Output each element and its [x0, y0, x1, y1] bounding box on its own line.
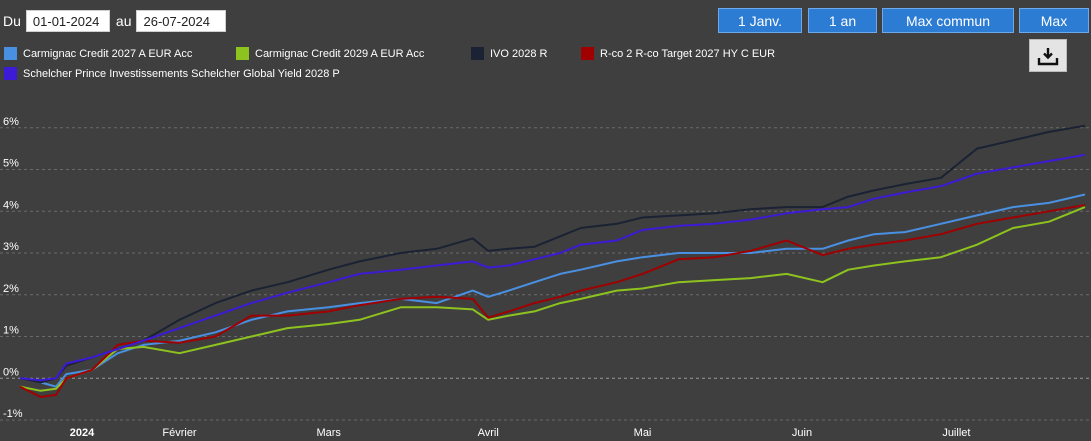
range-button-1-janv[interactable]: 1 Janv.	[718, 8, 802, 33]
legend-swatch	[4, 67, 17, 80]
y-tick-label: 3%	[3, 241, 19, 253]
legend-item-series-0[interactable]: Carmignac Credit 2027 A EUR Acc	[4, 47, 192, 60]
legend-item-series-1[interactable]: Carmignac Credit 2029 A EUR Acc	[236, 47, 424, 60]
x-axis: 2024 Février Mars Avril Mai Juin Juillet	[70, 427, 971, 439]
legend-label: Carmignac Credit 2027 A EUR Acc	[23, 47, 193, 60]
from-label: Du	[3, 13, 21, 29]
to-label: au	[115, 13, 132, 29]
legend-swatch	[236, 47, 249, 60]
download-button[interactable]	[1029, 39, 1067, 72]
legend-item-series-2[interactable]: IVO 2028 R	[471, 47, 547, 60]
legend-label: Carmignac Credit 2029 A EUR Acc	[255, 47, 425, 60]
series-line-3	[19, 204, 1086, 398]
legend-swatch	[471, 47, 484, 60]
range-button-1-an[interactable]: 1 an	[808, 8, 877, 33]
series-line-1	[19, 206, 1086, 392]
y-tick-label: 6%	[3, 116, 19, 128]
series-line-4	[19, 153, 1086, 382]
date-range-bar: Du au	[0, 8, 227, 34]
x-tick-label: Mai	[634, 427, 652, 439]
legend-label: R-co 2 R-co Target 2027 HY C EUR	[600, 47, 776, 60]
y-tick-label: 0%	[3, 366, 19, 378]
to-date-input[interactable]	[136, 10, 227, 32]
from-date-input[interactable]	[25, 10, 110, 32]
range-button-max[interactable]: Max	[1019, 8, 1089, 33]
series-lines	[19, 124, 1086, 398]
y-tick-label: 2%	[3, 283, 19, 295]
x-tick-label: Mars	[316, 427, 341, 439]
grid	[0, 127, 1091, 421]
series-line-0	[19, 193, 1086, 388]
y-tick-label: -1%	[3, 408, 23, 420]
legend-label: Schelcher Prince Investissements Schelch…	[23, 67, 340, 80]
download-icon	[1037, 47, 1059, 65]
range-button-max-commun[interactable]: Max commun	[882, 8, 1014, 33]
y-tick-label: 4%	[3, 199, 19, 211]
x-tick-label: Avril	[478, 427, 499, 439]
x-tick-label: Février	[162, 427, 197, 439]
legend-swatch	[4, 47, 17, 60]
x-tick-label: 2024	[70, 427, 95, 439]
legend-item-series-4[interactable]: Schelcher Prince Investissements Schelch…	[4, 67, 340, 80]
y-tick-label: 1%	[3, 325, 19, 337]
x-tick-label: Juin	[792, 427, 812, 439]
legend-label: IVO 2028 R	[490, 47, 548, 60]
legend-swatch	[581, 47, 594, 60]
legend-item-series-3[interactable]: R-co 2 R-co Target 2027 HY C EUR	[581, 47, 775, 60]
y-axis: -1% 0% 1% 2% 3% 4% 5% 6%	[3, 116, 23, 420]
y-tick-label: 5%	[3, 158, 19, 170]
x-tick-label: Juillet	[942, 427, 970, 439]
